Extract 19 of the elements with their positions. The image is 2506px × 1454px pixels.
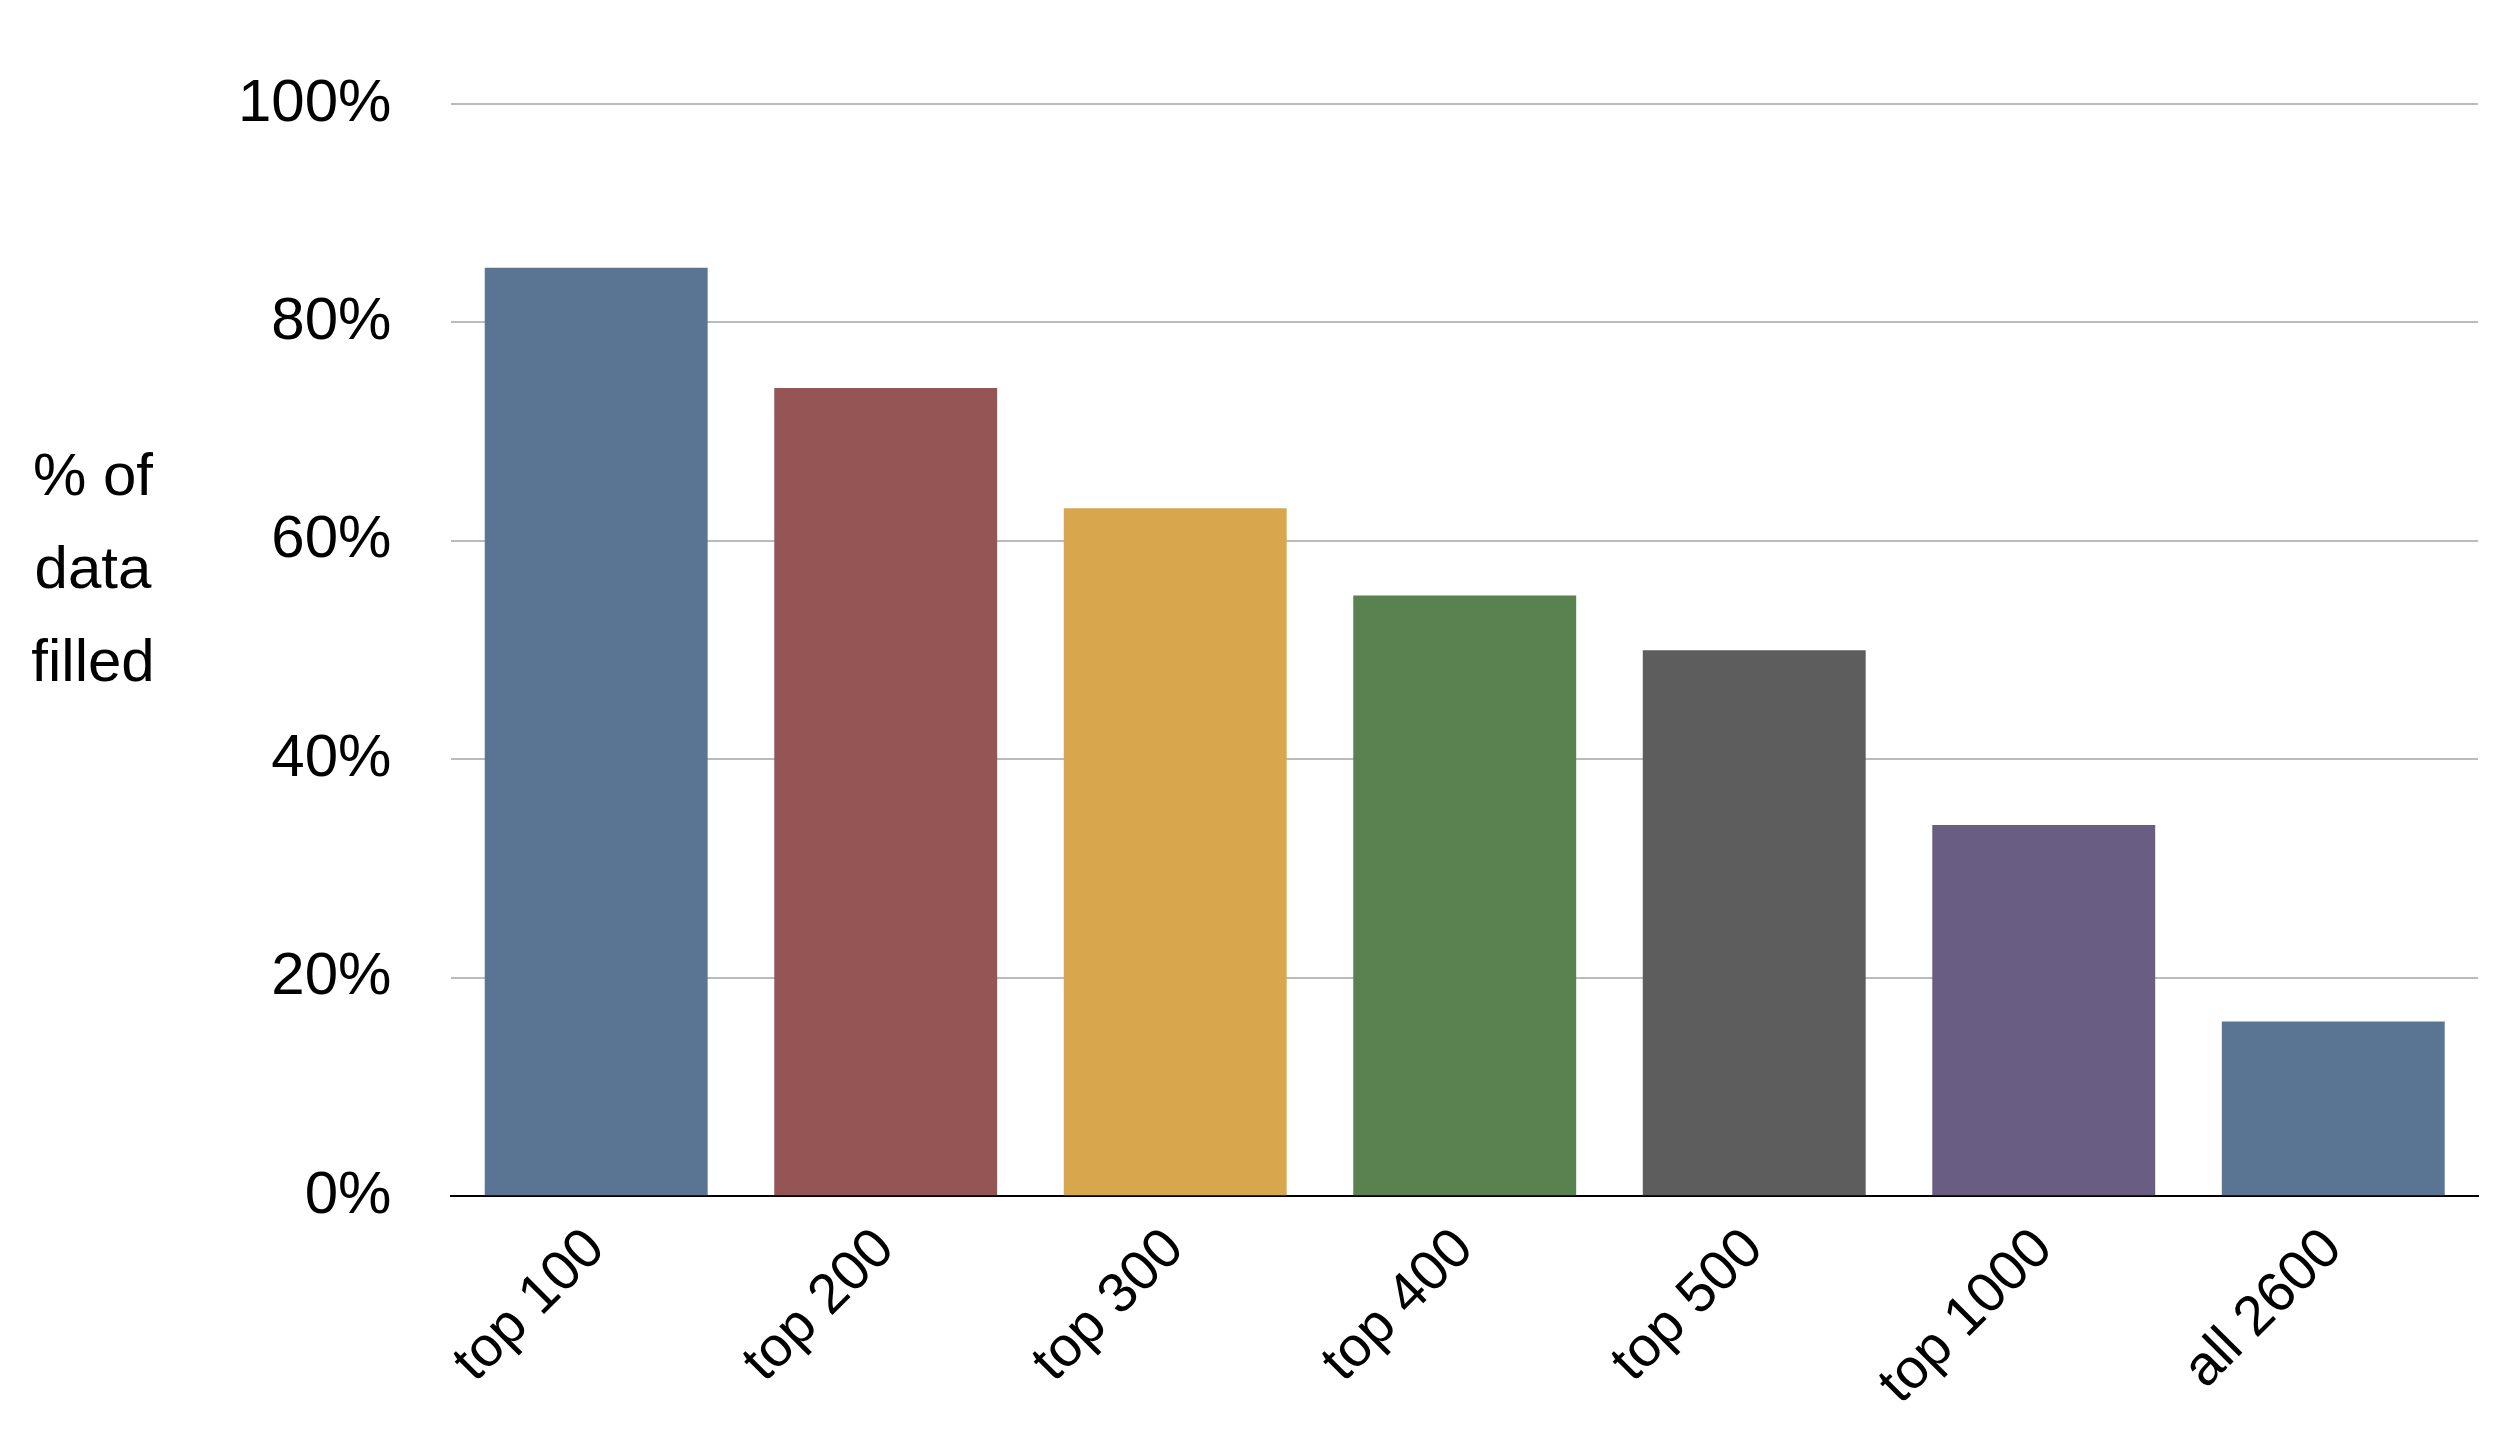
bar bbox=[1063, 508, 1287, 1196]
bar bbox=[1353, 595, 1577, 1196]
bar bbox=[484, 267, 708, 1196]
y-tick-label: 40% bbox=[271, 721, 392, 789]
y-tick-label: 100% bbox=[237, 66, 392, 134]
y-tick-label: 0% bbox=[304, 1158, 392, 1226]
x-tick-label: top 400 bbox=[1307, 1214, 1485, 1392]
bar bbox=[2221, 1021, 2445, 1196]
x-tick-label: top 300 bbox=[1017, 1214, 1195, 1392]
x-tick-label: top 200 bbox=[728, 1214, 906, 1392]
x-tick-label: top 100 bbox=[438, 1214, 616, 1392]
x-tick-label: top 500 bbox=[1596, 1214, 1774, 1392]
y-axis-title: % of data filled bbox=[30, 440, 156, 696]
bar bbox=[1642, 650, 1866, 1196]
y-tick-label: 20% bbox=[271, 940, 392, 1008]
y-tick-label: 60% bbox=[271, 503, 392, 571]
bar bbox=[774, 388, 998, 1196]
y-tick-label: 80% bbox=[271, 285, 392, 353]
bar bbox=[1932, 824, 2156, 1196]
